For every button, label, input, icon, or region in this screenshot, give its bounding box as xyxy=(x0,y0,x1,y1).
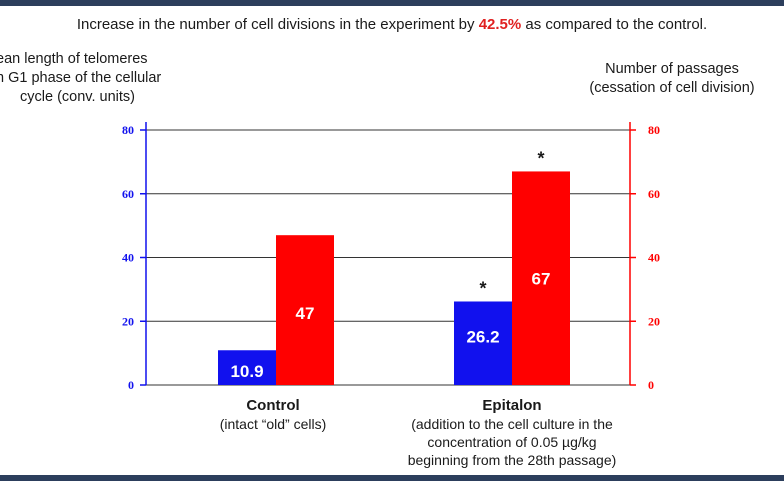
left-y-tick-label: 0 xyxy=(128,378,134,392)
right-axis-label: Number of passages (cessation of cell di… xyxy=(562,60,782,98)
significance-marker: * xyxy=(537,148,544,168)
title-highlight: 42.5% xyxy=(478,16,522,33)
right-y-tick-label: 60 xyxy=(648,187,660,201)
right-y-tick-label: 20 xyxy=(648,314,660,328)
right-y-tick-label: 80 xyxy=(648,123,660,137)
category-desc-line: beginning from the 28th passage) xyxy=(407,452,617,468)
bar-value-label: 26.2 xyxy=(466,327,499,346)
category-label-control: Control (intact “old” cells) xyxy=(173,397,373,433)
left-y-tick-label: 20 xyxy=(122,314,134,328)
left-axis-label-line-1: ean length of telomeres xyxy=(0,51,148,67)
left-y-tick-label: 80 xyxy=(122,123,134,137)
category-name: Control xyxy=(246,397,300,414)
title-suffix: as compared to the control. xyxy=(525,16,708,33)
bar-value-label: 47 xyxy=(296,304,315,323)
bar-control-left xyxy=(218,350,276,385)
left-axis-label: ean length of telomeres n G1 phase of th… xyxy=(0,50,196,107)
category-desc-line: (addition to the cell culture in the xyxy=(411,416,613,432)
bar-epitalon-right xyxy=(512,171,570,385)
top-frame-bar xyxy=(0,0,784,6)
bar-control-right xyxy=(276,235,334,385)
right-axis-label-line-2: (cessation of cell division) xyxy=(589,80,755,96)
left-y-tick-label: 60 xyxy=(122,187,134,201)
category-desc-line: concentration of 0.05 µg/kg xyxy=(427,434,597,450)
significance-marker: * xyxy=(479,278,486,298)
right-axis-label-line-1: Number of passages xyxy=(605,61,739,77)
title-prefix: Increase in the number of cell divisions… xyxy=(76,16,475,33)
bar-value-label: 67 xyxy=(532,269,551,288)
chart-title: Increase in the number of cell divisions… xyxy=(0,16,784,33)
right-y-tick-label: 40 xyxy=(648,251,660,265)
right-y-tick-label: 0 xyxy=(648,378,654,392)
category-desc-line: (intact “old” cells) xyxy=(219,416,327,432)
bottom-frame-bar xyxy=(0,475,784,481)
left-axis-label-line-2: n G1 phase of the cellular xyxy=(0,70,162,86)
bar-epitalon-left xyxy=(454,301,512,385)
category-label-epitalon: Epitalon (addition to the cell culture i… xyxy=(352,397,672,469)
left-y-tick-label: 40 xyxy=(122,251,134,265)
left-axis-label-line-3: cycle (conv. units) xyxy=(20,89,135,105)
category-name: Epitalon xyxy=(482,397,542,414)
bar-value-label: 10.9 xyxy=(230,362,263,381)
